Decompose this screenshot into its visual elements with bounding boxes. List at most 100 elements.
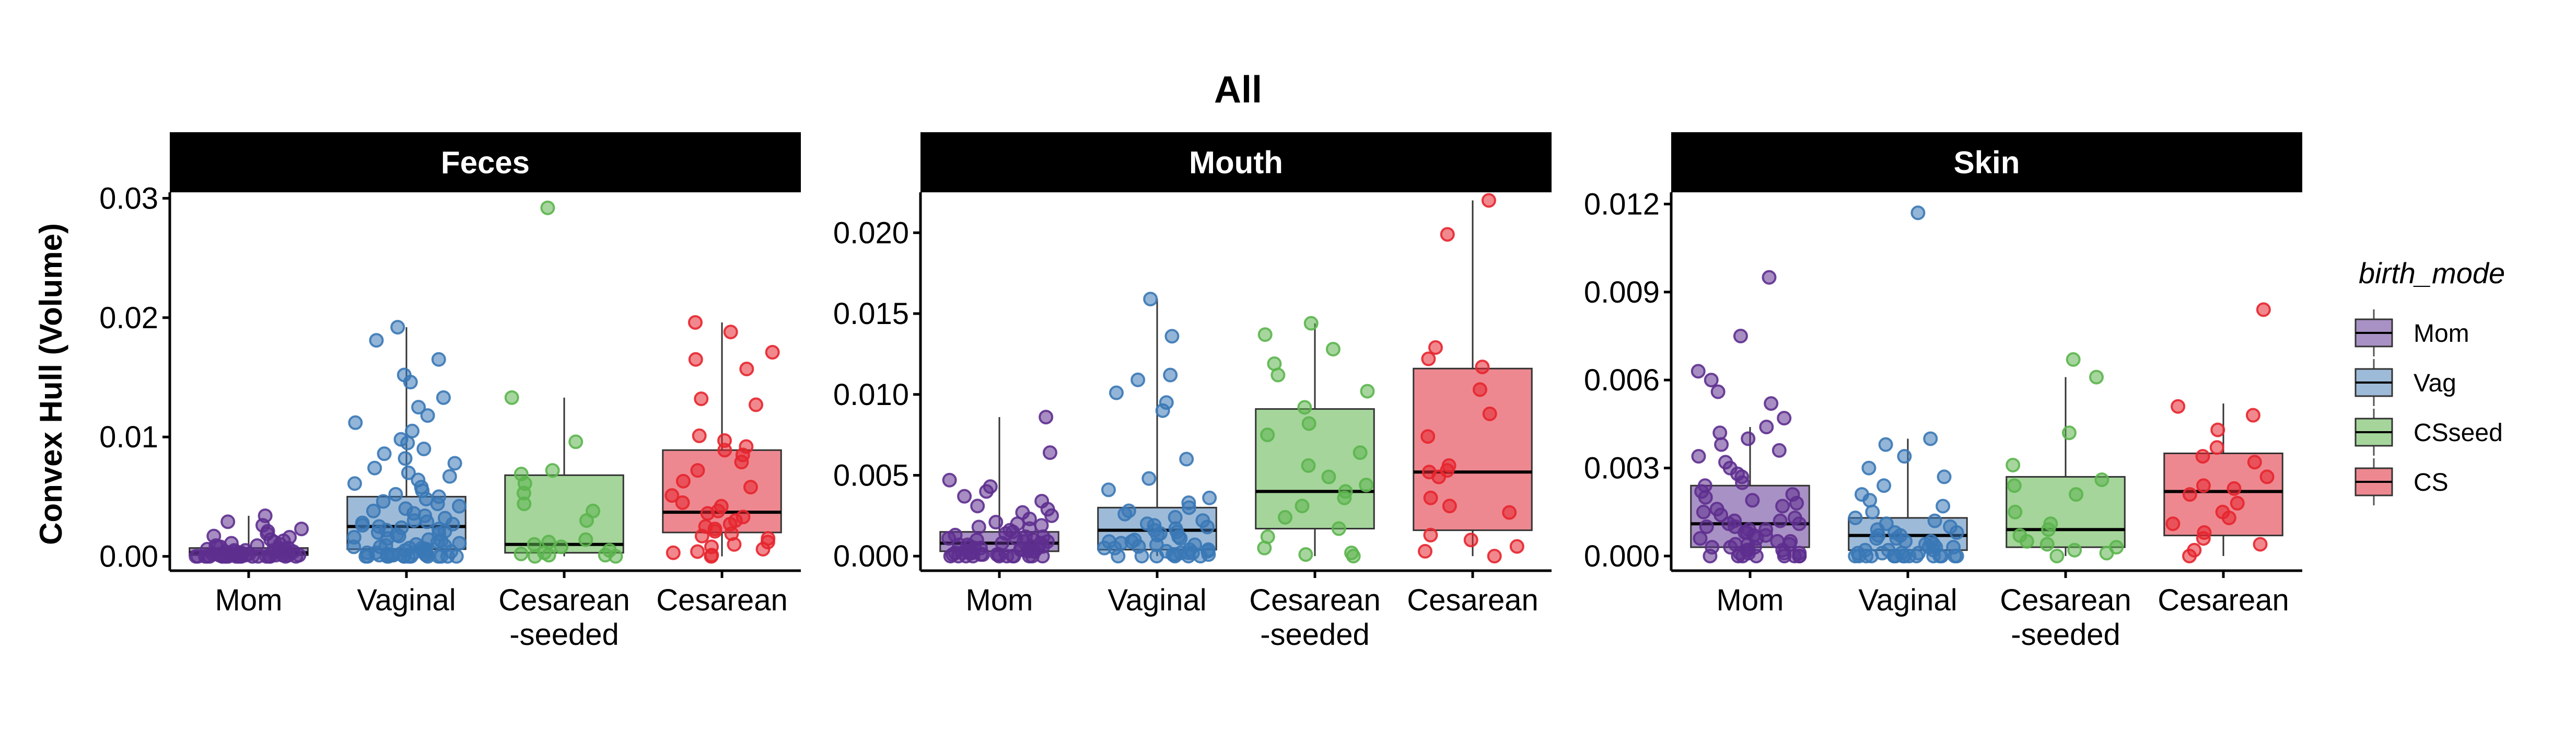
x-tick-label: Vaginal: [357, 583, 456, 617]
legend: birth_mode Mom Vag CSseed CS: [2354, 257, 2505, 505]
data-point: [1848, 510, 1863, 525]
y-tick-label: 0.010: [833, 378, 909, 412]
data-point: [1134, 549, 1149, 564]
data-point: [1699, 519, 1714, 534]
data-point: [366, 503, 381, 518]
x-tick-label: Cesarean: [2158, 583, 2289, 617]
data-point: [2230, 495, 2245, 511]
x-tick-label: Mom: [215, 583, 283, 617]
data-point: [1270, 367, 1286, 383]
data-point: [1202, 490, 1217, 505]
data-point: [2196, 531, 2211, 546]
data-point: [1487, 549, 1502, 564]
y-tick-label: 0.006: [1584, 363, 1660, 397]
data-point: [1155, 403, 1170, 418]
data-point: [1039, 410, 1054, 425]
data-point: [517, 496, 532, 512]
data-point: [1792, 516, 1807, 531]
x-tick-label: Vaginal: [1858, 583, 1957, 617]
data-point: [2253, 537, 2268, 552]
data-point: [999, 549, 1015, 564]
data-point: [666, 545, 681, 560]
x-tick-label: Cesarean -seeded: [2000, 583, 2131, 652]
data-point: [1297, 400, 1312, 415]
data-point: [2221, 510, 2236, 525]
data-point: [970, 499, 985, 514]
data-point: [1440, 227, 1455, 242]
data-point: [1745, 493, 1760, 508]
data-point: [527, 549, 542, 564]
data-point: [347, 476, 362, 491]
data-point: [259, 549, 274, 564]
data-point: [514, 547, 529, 562]
data-point: [608, 549, 623, 564]
data-point: [2210, 422, 2225, 437]
facet-skin: Skin 0.000 0.003 0.006 0.009 0.012 Mom Vaginal C…: [1584, 132, 2302, 652]
data-point: [554, 539, 569, 554]
data-point: [1042, 445, 1057, 460]
data-point: [1321, 469, 1336, 484]
data-point: [398, 451, 413, 466]
box-cs: [2163, 453, 2283, 537]
x-tick-label: Cesarean: [656, 583, 787, 617]
facet-strip: [1671, 132, 2302, 192]
data-point: [1735, 475, 1750, 490]
data-point: [1193, 549, 1208, 564]
data-point: [1749, 548, 1764, 563]
data-point: [1714, 437, 1729, 452]
data-point: [1859, 548, 1874, 563]
data-point: [1775, 499, 1790, 514]
data-point: [416, 442, 432, 457]
data-point: [401, 465, 416, 480]
x-tick-label: Cesarean -seeded: [498, 583, 630, 652]
data-point: [2008, 504, 2023, 519]
data-point: [405, 423, 420, 438]
data-point: [717, 443, 732, 458]
data-point: [1696, 504, 1711, 519]
data-point: [1876, 478, 1892, 493]
data-point: [1200, 519, 1215, 535]
data-point: [1741, 431, 1756, 446]
data-point: [1481, 193, 1496, 208]
data-point: [1759, 419, 1774, 434]
data-point: [1428, 340, 1443, 355]
data-point: [971, 519, 986, 535]
data-point: [707, 524, 722, 539]
data-point: [734, 455, 749, 470]
data-point: [1163, 367, 1178, 383]
data-point: [1442, 499, 1457, 514]
data-point: [690, 544, 705, 559]
data-point: [1331, 521, 1346, 536]
data-point: [1509, 539, 1524, 554]
data-point: [700, 506, 715, 521]
y-tick-label: 0.005: [833, 458, 909, 492]
y-tick-label: 0.003: [1584, 452, 1660, 485]
data-point: [400, 435, 415, 450]
facet-strip: [920, 132, 1552, 192]
data-point: [665, 488, 680, 503]
data-point: [727, 537, 742, 552]
data-point: [579, 513, 594, 528]
data-point: [1472, 382, 1487, 397]
data-point: [406, 513, 422, 528]
data-point: [1789, 495, 1804, 511]
data-point: [1897, 548, 1912, 563]
y-tick-label: 0.02: [99, 301, 158, 335]
data-point: [451, 499, 467, 514]
y-tick-label: 0.000: [1584, 539, 1660, 573]
data-point: [1691, 364, 1706, 379]
data-point: [2061, 425, 2077, 441]
data-point: [1764, 396, 1779, 411]
y-axis-title: Convex Hull (Volume): [33, 223, 68, 545]
data-point: [2227, 481, 2242, 496]
facet-panels: Feces 0.00 0.01 0.02 0.03 Mom Vaginal Cesarean -…: [99, 132, 2302, 652]
data-point: [1431, 469, 1447, 484]
data-point: [1130, 372, 1146, 387]
data-point: [388, 487, 403, 502]
legend-title: birth_mode: [2359, 257, 2505, 290]
data-point: [941, 531, 957, 546]
data-point: [218, 549, 233, 564]
legend-label: Vag: [2414, 369, 2456, 397]
data-point: [704, 549, 719, 564]
